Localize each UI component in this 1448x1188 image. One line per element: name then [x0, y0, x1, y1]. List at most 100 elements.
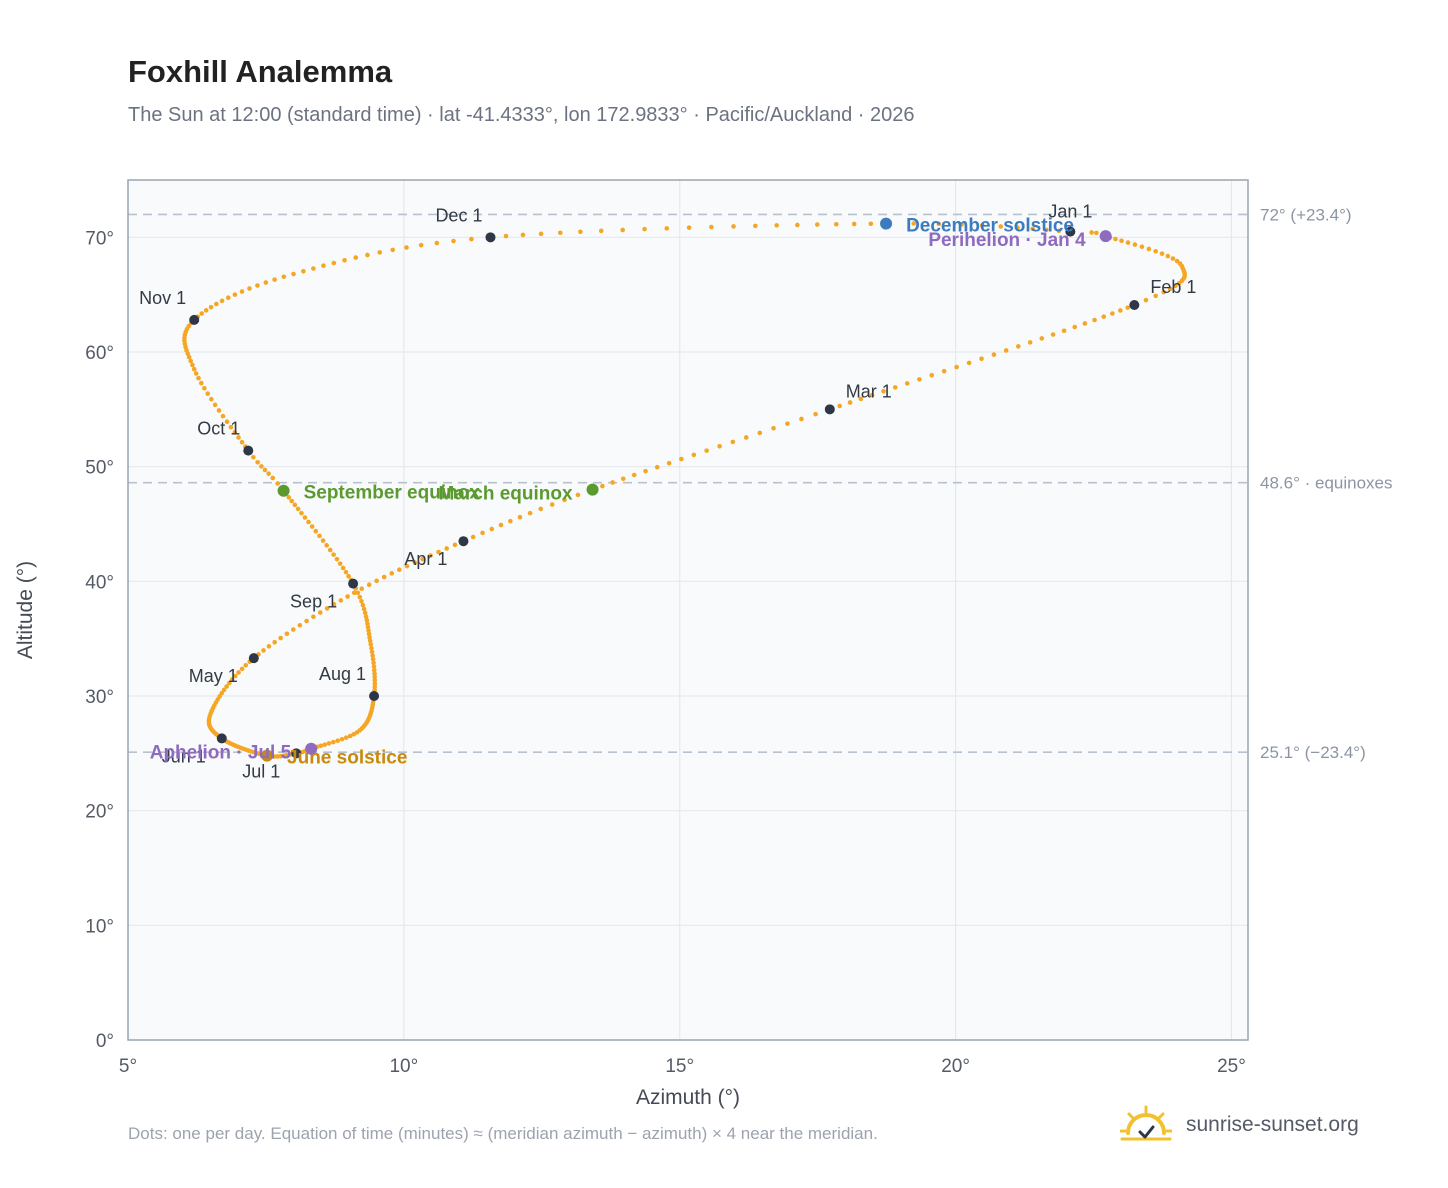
daily-dot	[851, 221, 857, 227]
daily-dot	[340, 565, 346, 571]
daily-dot	[224, 419, 230, 425]
daily-dot	[309, 524, 315, 529]
month-marker-label: Jan 1	[1048, 202, 1092, 222]
daily-dot	[404, 563, 410, 569]
daily-dot	[1015, 225, 1020, 230]
daily-dot	[345, 594, 350, 599]
daily-dot	[374, 578, 379, 584]
event-label: Perihelion · Jan 4	[928, 230, 1086, 251]
daily-dot	[837, 403, 843, 409]
month-marker-label: Apr 1	[404, 549, 447, 569]
daily-dot	[1089, 230, 1094, 235]
daily-dot	[929, 372, 935, 378]
daily-dot	[1044, 227, 1049, 233]
daily-dot	[847, 400, 853, 405]
daily-dot	[236, 670, 241, 675]
daily-dot	[520, 232, 526, 238]
daily-dot	[232, 430, 238, 435]
event-marker	[586, 483, 599, 496]
month-marker	[824, 404, 835, 415]
daily-dot	[324, 543, 329, 548]
daily-dot	[753, 223, 758, 229]
daily-dot	[979, 223, 985, 228]
daily-dot	[1173, 283, 1178, 289]
daily-dot	[1119, 238, 1124, 244]
daily-dot	[219, 298, 225, 304]
event-label: March equinox	[438, 484, 573, 505]
daily-dot	[281, 274, 287, 280]
brand-logo[interactable]: sunrise-sunset.org	[1120, 1103, 1359, 1147]
daily-dot	[1146, 246, 1152, 252]
daily-dot	[286, 495, 292, 500]
daily-dot	[620, 476, 626, 482]
daily-dot	[225, 295, 231, 301]
daily-dot	[370, 656, 376, 662]
daily-dot	[322, 742, 328, 747]
daily-dot	[263, 280, 269, 285]
daily-dot	[389, 571, 395, 576]
daily-dot	[259, 464, 264, 469]
y-tick-label: 0°	[96, 1031, 114, 1052]
y-tick-label: 60°	[85, 343, 114, 364]
daily-dot	[266, 471, 271, 476]
x-tick-label: 20°	[941, 1056, 970, 1077]
month-marker	[458, 536, 469, 547]
daily-dot	[991, 352, 997, 357]
month-marker-label: Sep 1	[290, 592, 337, 612]
event-label: September equinox	[304, 483, 481, 504]
daily-dot	[270, 475, 276, 481]
daily-dot	[351, 590, 357, 596]
daily-dot	[191, 366, 197, 372]
y-tick-label: 20°	[85, 802, 114, 823]
x-tick-label: 25°	[1217, 1056, 1246, 1077]
daily-dot	[1167, 286, 1173, 292]
daily-dot	[214, 301, 219, 307]
daily-dot	[1003, 348, 1009, 353]
daily-dot	[434, 240, 440, 246]
daily-dot	[313, 528, 319, 534]
daily-dot	[959, 222, 964, 227]
daily-dot	[966, 360, 972, 366]
daily-dot	[1061, 328, 1067, 334]
daily-dot	[239, 289, 245, 294]
daily-dot	[444, 546, 450, 551]
daily-dot	[366, 631, 372, 637]
daily-dot	[255, 283, 260, 288]
daily-dot	[209, 396, 214, 402]
plot-area	[128, 180, 1248, 1040]
daily-dot	[317, 610, 323, 615]
daily-dot	[452, 542, 458, 548]
y-axis-label: Altitude (°)	[14, 561, 37, 659]
daily-dot	[743, 435, 749, 440]
daily-dot	[451, 238, 456, 244]
daily-dot	[1094, 230, 1099, 236]
month-marker	[291, 748, 302, 759]
chart-subtitle: The Sun at 12:00 (standard time) · lat -…	[128, 104, 915, 126]
daily-dot	[390, 247, 396, 253]
daily-dot	[229, 677, 235, 682]
daily-dot	[360, 603, 366, 608]
daily-dot	[1176, 280, 1182, 286]
daily-dot	[361, 606, 367, 612]
daily-dot	[365, 624, 371, 630]
daily-dot	[1125, 240, 1131, 245]
daily-dot	[324, 606, 330, 611]
plot-frame	[127, 179, 1249, 1041]
month-marker	[485, 232, 496, 243]
daily-dot	[686, 225, 692, 230]
daily-dot	[941, 368, 947, 374]
daily-dot	[365, 621, 370, 626]
daily-dot	[320, 538, 326, 543]
daily-dot	[600, 483, 605, 489]
y-tick-label: 50°	[85, 458, 114, 479]
daily-dot	[317, 533, 322, 539]
daily-dot	[420, 556, 425, 562]
reference-line-label: 25.1° (−23.4°)	[1260, 743, 1366, 762]
daily-dot	[631, 472, 637, 478]
month-marker	[216, 733, 227, 744]
daily-dot	[291, 271, 296, 277]
daily-dot	[1170, 256, 1176, 261]
y-tick-label: 30°	[85, 687, 114, 708]
daily-dot	[301, 268, 306, 274]
event-marker	[1099, 230, 1112, 243]
